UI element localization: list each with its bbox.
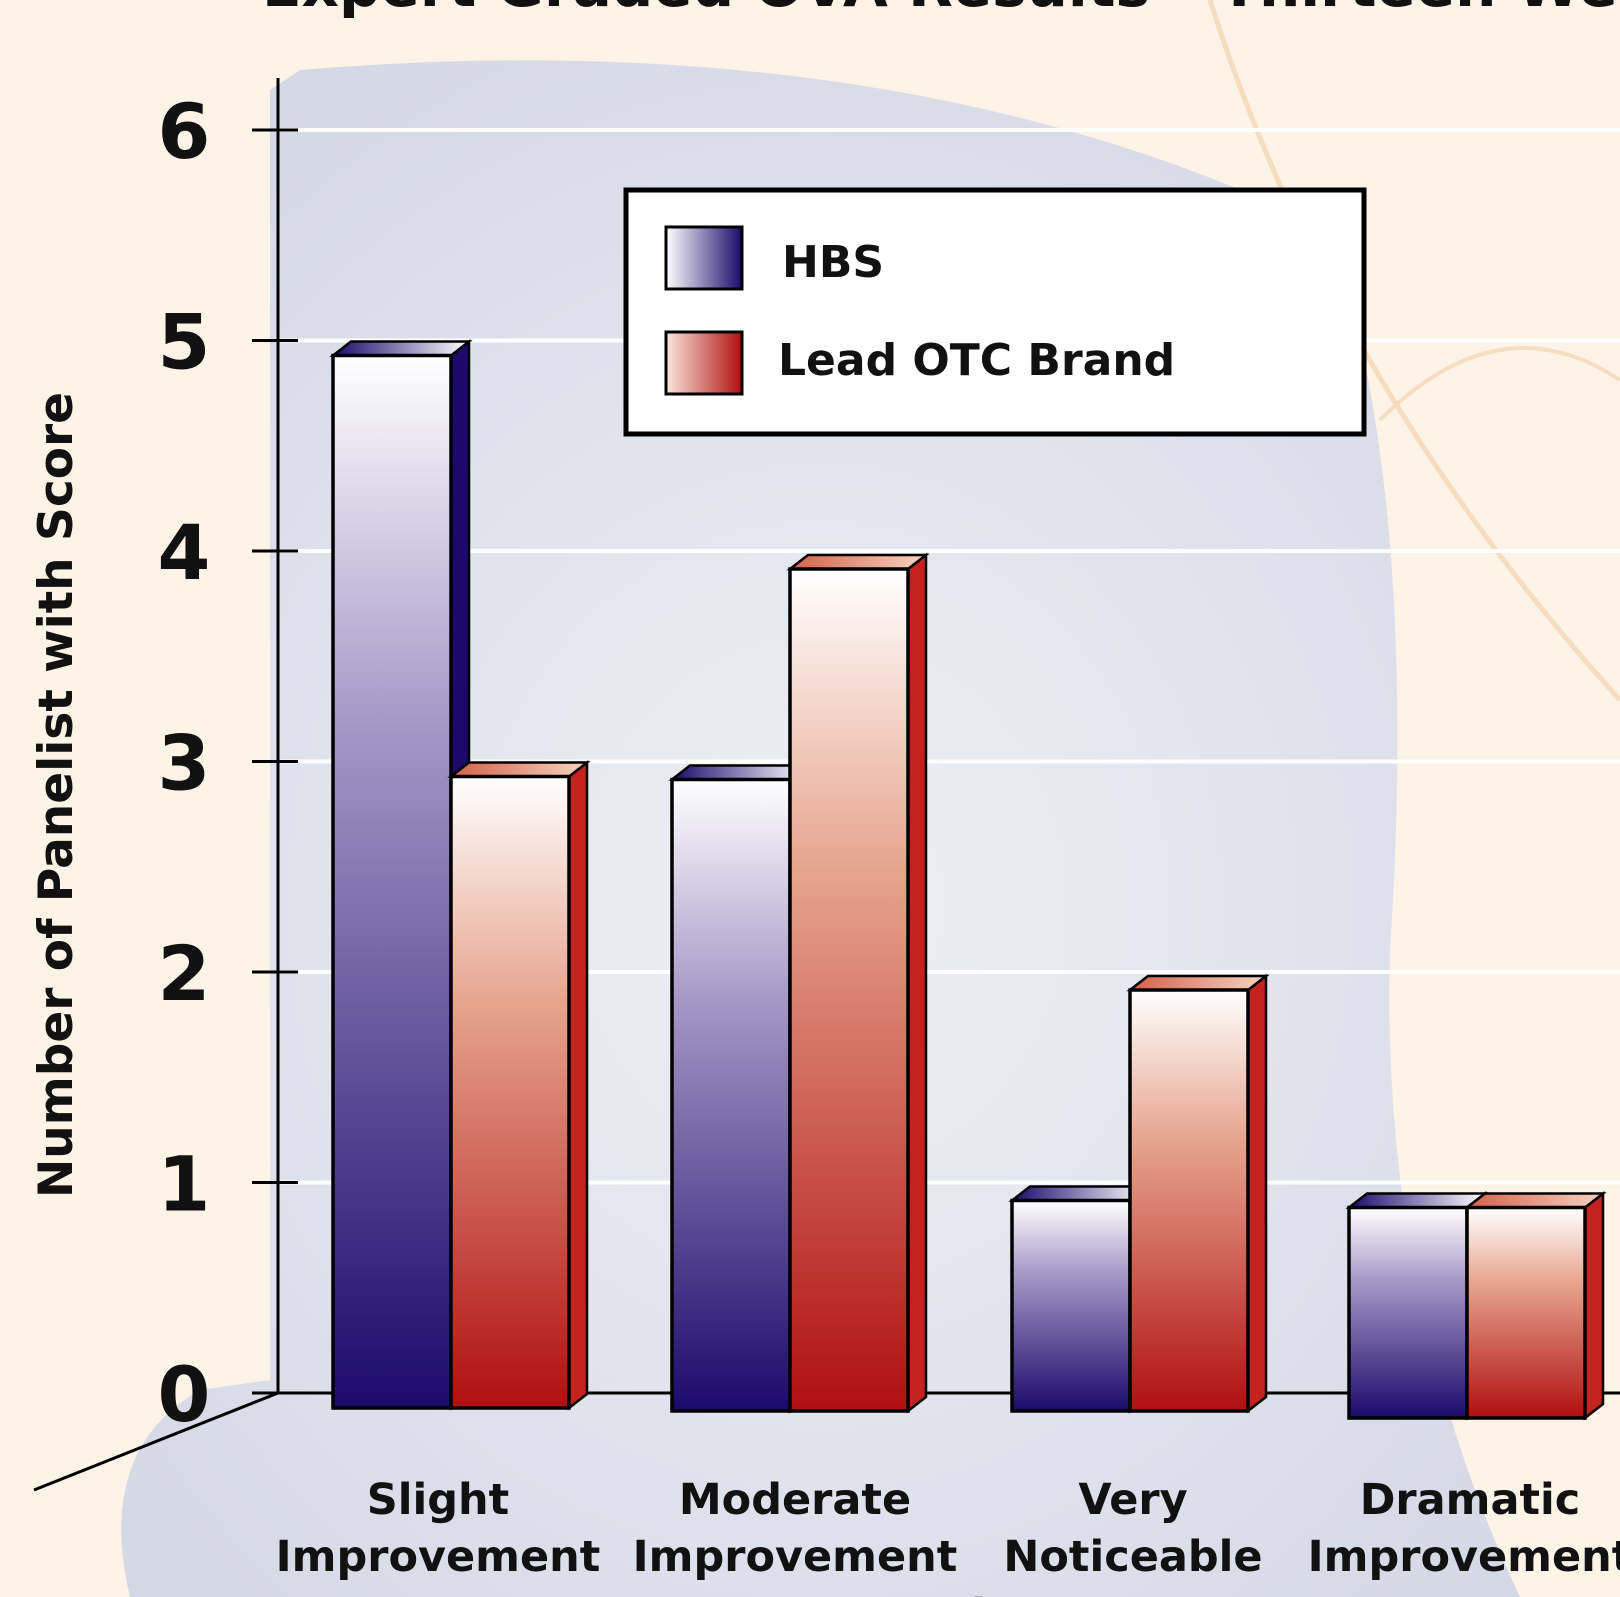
floor-depth-line [33, 1391, 279, 1492]
bar-hbs [331, 353, 453, 1410]
bar-lead-otc-brand [788, 567, 910, 1413]
bar-lead-otc-brand [449, 774, 571, 1410]
chart-title: Expert Graded OVA Results – Thirteen Wee… [262, 0, 1620, 20]
bar-group [329, 338, 591, 1411]
bar-side [1246, 973, 1268, 1414]
bar-lead-otc-brand [1128, 988, 1250, 1413]
legend-label-hbs: HBS [782, 237, 884, 288]
bar-hbs [670, 777, 792, 1413]
bar-top [329, 340, 473, 357]
y-tick-label: 2 [158, 929, 211, 1018]
legend-swatch-hbs [664, 225, 744, 291]
y-tick-label: 5 [158, 298, 211, 387]
bar-top [447, 761, 591, 778]
bar-hbs [1347, 1205, 1469, 1420]
bar-group [1345, 1190, 1607, 1421]
x-category-label: Dramatic Improvement [1308, 1475, 1620, 1582]
background-arc [1207, 0, 1620, 702]
legend-box [623, 187, 1367, 437]
y-tick-label: 1 [158, 1140, 211, 1229]
legend-label-lead-otc-brand: Lead OTC Brand [778, 335, 1175, 386]
y-tick-label: 0 [158, 1350, 211, 1439]
y-tick-label: 4 [158, 508, 211, 597]
y-tick-label: 3 [158, 719, 211, 808]
bar-top [1463, 1192, 1607, 1209]
bar-hbs [1010, 1198, 1132, 1413]
bar-top [1345, 1192, 1489, 1209]
x-category-label: VeryNoticeableImprovement [971, 1475, 1296, 1597]
y-tick-labels: 0 1 2 3 4 5 6 [158, 87, 211, 1439]
bar-top [786, 553, 930, 571]
bar-group [1008, 973, 1270, 1414]
bar-top [1008, 1185, 1152, 1202]
background-arc-2 [1378, 346, 1620, 422]
bar-top [668, 764, 812, 781]
legend-swatch-lead-otc-brand [664, 330, 744, 396]
x-category-label: Slight Improvement [276, 1475, 601, 1582]
bar-side [567, 759, 589, 1411]
legend: HBS Lead OTC Brand [623, 187, 1367, 437]
category-labels: Slight Improvement Moderate ImprovementVery… [276, 1475, 1620, 1597]
bar-group [668, 552, 930, 1414]
bar-lead-otc-brand [1465, 1205, 1587, 1420]
y-axis-title: Number of Panelist with Score [29, 392, 84, 1198]
bar-top [1126, 974, 1270, 992]
bar-side [1583, 1190, 1605, 1421]
y-tick-label: 6 [158, 87, 211, 176]
bar-side [906, 552, 928, 1414]
x-category-label: Moderate Improvement [633, 1475, 958, 1582]
bars [329, 338, 1607, 1421]
